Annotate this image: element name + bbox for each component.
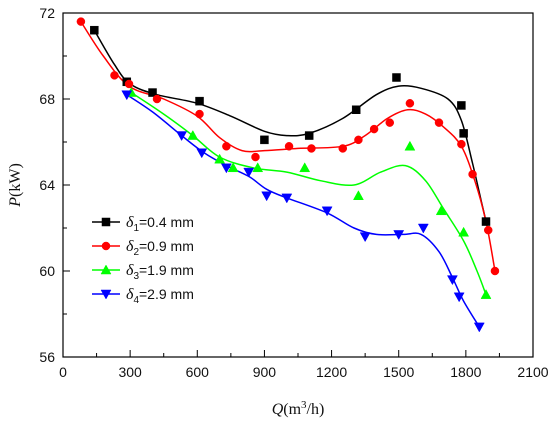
legend-label-2: δ2=0.9 mm	[126, 238, 194, 258]
series-1-point	[459, 129, 468, 138]
x-tick-label: 1200	[316, 364, 347, 380]
series-3-point	[187, 130, 199, 140]
x-tick-label: 900	[253, 364, 277, 380]
series-1-point	[392, 73, 401, 82]
series-1-point	[481, 217, 491, 226]
series-1-point	[260, 135, 269, 145]
y-tick-label: 56	[39, 349, 55, 365]
series-4-point	[473, 322, 485, 333]
series-4-point	[453, 292, 465, 303]
series-3-point	[214, 153, 226, 164]
series-2-point	[457, 139, 466, 149]
series-2-point	[405, 99, 415, 108]
series-1-point	[195, 96, 204, 106]
series-4-point	[176, 131, 188, 142]
legend-marker-1	[101, 217, 111, 227]
series-3-point	[458, 226, 470, 237]
series-3-point	[353, 190, 364, 200]
series-1-point	[90, 25, 99, 35]
series-4-point	[243, 167, 255, 178]
series-2-point	[76, 17, 86, 26]
legend-label-3: δ3=1.9 mm	[126, 262, 194, 282]
series-2-point	[152, 94, 162, 104]
x-tick-label: 0	[59, 364, 67, 380]
series-2-point	[195, 109, 204, 119]
series-1-point	[148, 88, 157, 97]
series-3-point	[480, 289, 492, 299]
y-tick-label: 64	[39, 177, 55, 193]
x-tick-label: 1800	[450, 364, 481, 380]
series-3-point	[227, 162, 239, 173]
legend-label-4: δ4=2.9 mm	[126, 286, 194, 306]
series-2-point	[483, 225, 493, 235]
series-2-point	[110, 71, 119, 80]
series-3-point	[404, 140, 416, 151]
series-2-point	[369, 124, 379, 134]
series-3-point	[299, 162, 311, 173]
series-4-point	[261, 191, 273, 202]
x-axis-title: Q(m3/h)	[272, 399, 325, 418]
series-2-point	[338, 144, 348, 153]
series-4-point	[220, 163, 232, 174]
y-tick-label: 60	[39, 263, 55, 279]
series-4-point	[321, 206, 333, 217]
series-4-point	[393, 230, 405, 240]
x-tick-label: 2100	[517, 364, 548, 380]
series-4-point	[417, 223, 429, 234]
series-1-point	[351, 105, 361, 114]
legend-label-1: δ1=0.4 mm	[126, 214, 194, 234]
series-2-point	[222, 142, 231, 151]
legend-marker-3	[100, 264, 112, 275]
series-2-point	[284, 142, 294, 151]
series-2-point	[385, 118, 395, 127]
y-axis-title: P(kW)	[7, 163, 24, 208]
series-4-point	[359, 232, 371, 243]
series-2-point	[251, 152, 260, 162]
series-2-point	[468, 170, 477, 179]
series-1-point	[304, 131, 314, 140]
series-4-point	[121, 90, 133, 101]
series-1-curve	[93, 29, 487, 222]
series-2-point	[354, 135, 363, 145]
series-curves	[80, 21, 496, 328]
x-tick-label: 1500	[383, 364, 414, 380]
series-2-point	[490, 266, 500, 276]
series-2-point	[434, 118, 444, 127]
legend-marker-4	[100, 289, 112, 300]
series-1-point	[457, 101, 466, 110]
series-3-point	[435, 205, 447, 216]
series-2-point	[307, 144, 316, 153]
y-tick-label: 68	[39, 91, 55, 107]
series-4-point	[447, 275, 458, 286]
x-axis-ticks: 0 300 600 900 1200 1500 1800 2100	[59, 350, 549, 380]
x-tick-label: 600	[186, 364, 210, 380]
series-2-point	[124, 79, 134, 89]
series-4-point	[281, 193, 293, 204]
series-4-point	[196, 148, 208, 159]
series-3-curve	[130, 91, 487, 295]
legend: δ1=0.4 mm δ2=0.9 mm δ3=1.9 mm δ4=2.9 mm	[92, 214, 194, 306]
x-tick-label: 300	[118, 364, 142, 380]
y-tick-label: 72	[39, 5, 55, 21]
series-markers	[76, 17, 500, 333]
y-axis-ticks: 56 60 64 68 72	[39, 5, 70, 365]
series-3-point	[252, 162, 264, 173]
legend-marker-2	[101, 241, 111, 251]
